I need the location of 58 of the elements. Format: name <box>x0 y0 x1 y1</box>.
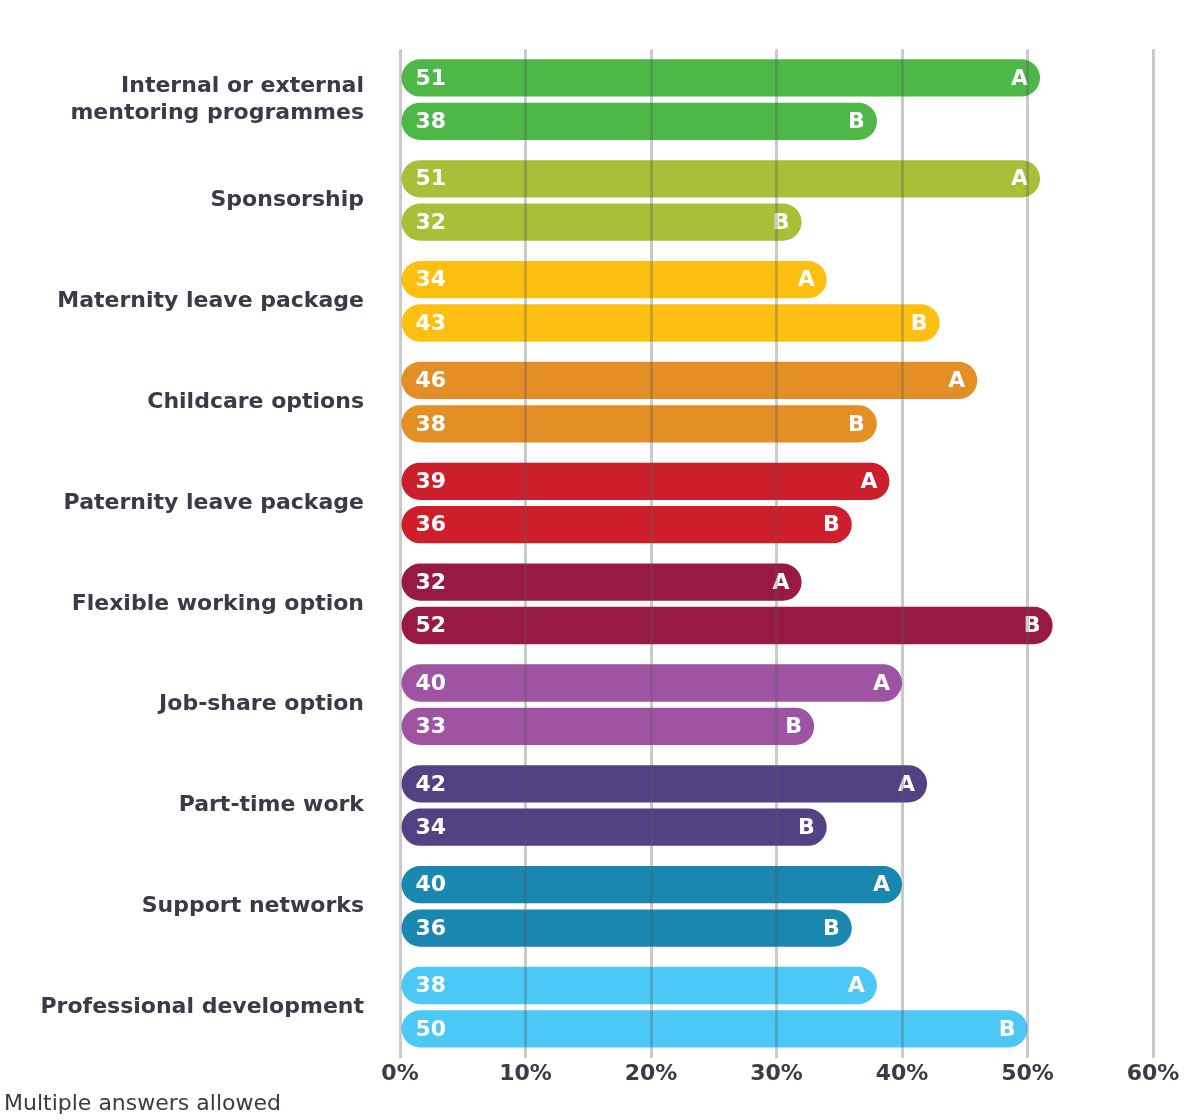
data-label: 39 <box>415 468 447 494</box>
y-tick-label: Childcare options <box>147 387 364 413</box>
x-tick-label: 50% <box>1001 1059 1054 1085</box>
y-tick-label: Job-share option <box>157 690 364 716</box>
text: A <box>898 770 916 796</box>
data-label: 36 <box>415 914 447 940</box>
data-label: 46 <box>415 367 447 393</box>
y-tick-label: Professional development <box>40 992 365 1018</box>
x-tick-label: 10% <box>499 1059 552 1085</box>
data-label: 52 <box>415 612 447 638</box>
y-tick-label: Part-time work <box>178 791 366 817</box>
y-tick-label: Paternity leave package <box>63 488 364 514</box>
data-label: 43 <box>415 309 447 335</box>
y-tick-label: Maternity leave package <box>57 287 364 313</box>
data-label: 38 <box>415 972 447 998</box>
data-label: 50 <box>415 1015 447 1041</box>
x-tick-label: 60% <box>1126 1059 1180 1085</box>
text: B <box>785 713 803 739</box>
data-label: 32 <box>415 568 447 594</box>
text: B <box>848 108 865 134</box>
series-label: B <box>910 309 928 335</box>
text: B <box>823 511 840 537</box>
data-label: 33 <box>415 713 447 739</box>
text: A <box>872 669 890 695</box>
text: B <box>998 1015 1016 1041</box>
data-label: 32 <box>415 208 447 234</box>
data-label: 42 <box>415 770 447 796</box>
data-label: 51 <box>415 64 447 90</box>
text: A <box>872 871 890 897</box>
text: Multiple answers allowed <box>4 1089 281 1115</box>
x-tick-label: 30% <box>750 1059 803 1085</box>
text: A <box>1011 64 1029 90</box>
data-label: 51 <box>415 165 447 191</box>
text: B <box>848 410 865 436</box>
data-label: 34 <box>415 266 447 292</box>
data-label: 36 <box>415 511 447 537</box>
y-tick-label: Flexible working option <box>71 589 364 615</box>
data-label: 38 <box>415 410 447 436</box>
data-label: 34 <box>415 813 447 839</box>
x-tick-label: 0% <box>381 1059 419 1085</box>
y-tick-label: Internal or external mentoring programmes <box>70 72 364 124</box>
y-tick-label: Support networks <box>141 892 364 918</box>
x-tick-label: 40% <box>875 1059 929 1085</box>
text: A <box>1011 165 1029 191</box>
text: A <box>847 972 865 998</box>
y-tick-label: Sponsorship <box>210 186 364 212</box>
data-label: 40 <box>415 871 447 897</box>
text: A <box>772 568 790 594</box>
x-tick-label: 20% <box>624 1059 678 1085</box>
series-label: A <box>948 367 966 393</box>
text: B <box>797 813 815 839</box>
data-label: 38 <box>415 108 447 134</box>
text: A <box>797 266 815 292</box>
text: B <box>823 914 840 940</box>
text: B <box>772 208 790 234</box>
data-label: 40 <box>415 669 447 695</box>
text: A <box>860 468 878 494</box>
text: B <box>1023 612 1041 638</box>
